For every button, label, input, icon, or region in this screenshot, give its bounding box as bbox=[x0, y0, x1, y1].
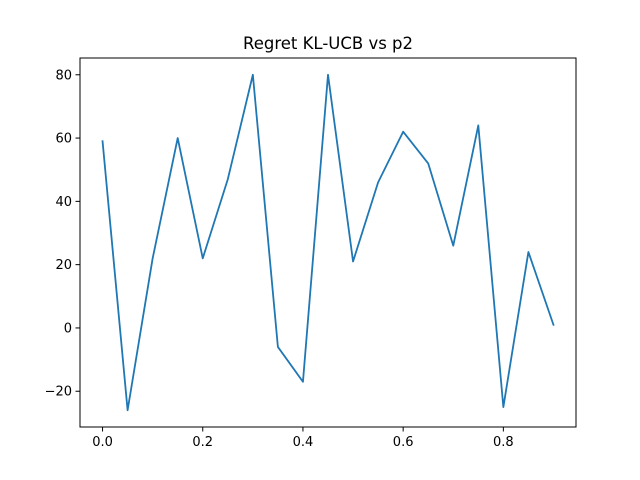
y-tick-label: 20 bbox=[55, 258, 72, 273]
y-tick-label: 40 bbox=[55, 195, 72, 210]
x-tick-label: 0.2 bbox=[192, 435, 213, 450]
x-tick-label: 0.8 bbox=[493, 435, 514, 450]
axes-frame bbox=[79, 57, 577, 428]
x-tick-label: 0.4 bbox=[293, 435, 314, 450]
y-tick-label: 60 bbox=[55, 132, 72, 147]
y-tick-label: 0 bbox=[64, 321, 72, 336]
x-tick-label: 0.0 bbox=[92, 435, 113, 450]
x-tick-label: 0.6 bbox=[393, 435, 414, 450]
series-line-0 bbox=[101, 73, 555, 412]
plot-area bbox=[101, 73, 555, 412]
chart-title: Regret KL-UCB vs p2 bbox=[243, 34, 413, 53]
axes: 0.0 0.2 0.4 0.6 0.8 −20 0 20 40 60 80 bbox=[45, 57, 577, 450]
y-tick-label: 80 bbox=[55, 68, 72, 83]
y-tick-label: −20 bbox=[45, 385, 72, 400]
